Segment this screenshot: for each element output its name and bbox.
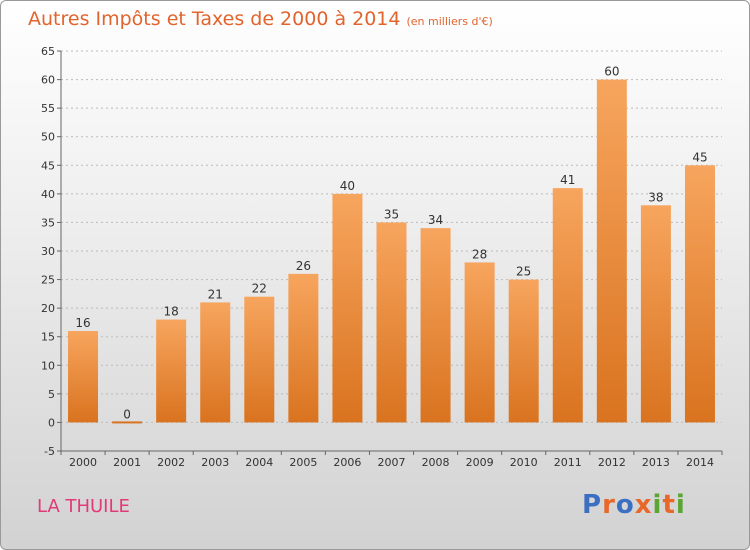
- bar-2012: [596, 79, 627, 423]
- y-tick-label: 20: [41, 302, 55, 315]
- x-tick-label: 2007: [378, 456, 406, 469]
- commune-name: LA THUILE: [37, 496, 130, 517]
- x-tick-label: 2003: [201, 456, 229, 469]
- x-tick-label: 2005: [289, 456, 317, 469]
- y-tick-label: 55: [41, 102, 55, 115]
- x-tick-label: 2010: [510, 456, 538, 469]
- bar-2010: [508, 279, 539, 423]
- y-tick-label: 10: [41, 359, 55, 372]
- proxiti-logo: Proxiti: [582, 490, 686, 520]
- value-label-2009: 28: [472, 247, 487, 261]
- y-tick-label: 15: [41, 331, 55, 344]
- y-tick-label: 5: [48, 388, 55, 401]
- bars: [68, 79, 715, 424]
- logo-letter: i: [675, 490, 686, 520]
- x-tick-label: 2008: [422, 456, 450, 469]
- bar-2011: [552, 188, 583, 423]
- chart-title-text: Autres Impôts et Taxes de 2000 à 2014: [28, 8, 401, 30]
- x-tick-label: 2000: [69, 456, 97, 469]
- x-tick-label: 2004: [245, 456, 273, 469]
- y-tick-label: 35: [41, 216, 55, 229]
- bar-2013: [640, 205, 671, 423]
- y-tick-label: 65: [41, 45, 55, 58]
- value-label-2001: 0: [123, 407, 131, 421]
- logo-letter: t: [662, 490, 676, 520]
- bar-2014: [684, 165, 715, 423]
- value-label-2007: 35: [384, 207, 399, 221]
- logo-letter: i: [652, 490, 663, 520]
- value-label-2010: 25: [516, 265, 531, 279]
- y-tick-label: 45: [41, 159, 55, 172]
- chart-title-unit: (en milliers d'€): [406, 15, 493, 28]
- value-label-2008: 34: [428, 213, 443, 227]
- y-tick-label: 25: [41, 274, 55, 287]
- bar-2002: [156, 319, 187, 423]
- x-tick-label: 2012: [598, 456, 626, 469]
- value-label-2005: 26: [296, 259, 311, 273]
- chart-title: Autres Impôts et Taxes de 2000 à 2014 (en…: [28, 8, 493, 30]
- value-label-2013: 38: [648, 190, 663, 204]
- value-label-2011: 41: [560, 173, 575, 187]
- bar-2009: [464, 262, 495, 423]
- bar-2001: [112, 421, 143, 424]
- value-label-2006: 40: [340, 179, 355, 193]
- x-tick-label: 2009: [466, 456, 494, 469]
- bar-2006: [332, 193, 363, 423]
- value-label-2014: 45: [692, 150, 707, 164]
- bar-2004: [244, 296, 275, 423]
- bar-2000: [68, 331, 99, 423]
- bar-2005: [288, 273, 319, 423]
- axes: [57, 50, 723, 455]
- bar-2003: [200, 302, 231, 423]
- x-tick-label: 2002: [157, 456, 185, 469]
- value-label-2000: 16: [75, 316, 90, 330]
- y-tick-label: 50: [41, 131, 55, 144]
- y-tick-label: 40: [41, 188, 55, 201]
- tick-labels: -5 0 5 10 15 20 25 30 35 40 45 50 55 60 65 2000 2001 2002…: [41, 45, 714, 469]
- value-label-2012: 60: [604, 65, 619, 79]
- y-tick-label: 0: [48, 416, 55, 429]
- bar-2008: [420, 228, 451, 423]
- logo-letter: P: [582, 490, 603, 520]
- logo-letter: r: [602, 490, 616, 520]
- x-tick-label: 2011: [554, 456, 582, 469]
- x-tick-label: 2001: [113, 456, 141, 469]
- value-label-2003: 21: [208, 287, 223, 301]
- y-tick-label: 30: [41, 245, 55, 258]
- logo-letter: x: [634, 490, 653, 520]
- data-labels: 16 0 18 21 22 26 40 35 34 28 25 41 60 38 45: [75, 65, 707, 422]
- y-tick-label: -5: [44, 445, 55, 458]
- x-tick-label: 2013: [642, 456, 670, 469]
- bar-2007: [376, 222, 407, 423]
- x-tick-label: 2006: [333, 456, 361, 469]
- value-label-2002: 18: [164, 305, 179, 319]
- x-tick-label: 2014: [686, 456, 714, 469]
- y-tick-label: 60: [41, 74, 55, 87]
- value-label-2004: 22: [252, 282, 267, 296]
- logo-letter: o: [615, 490, 635, 520]
